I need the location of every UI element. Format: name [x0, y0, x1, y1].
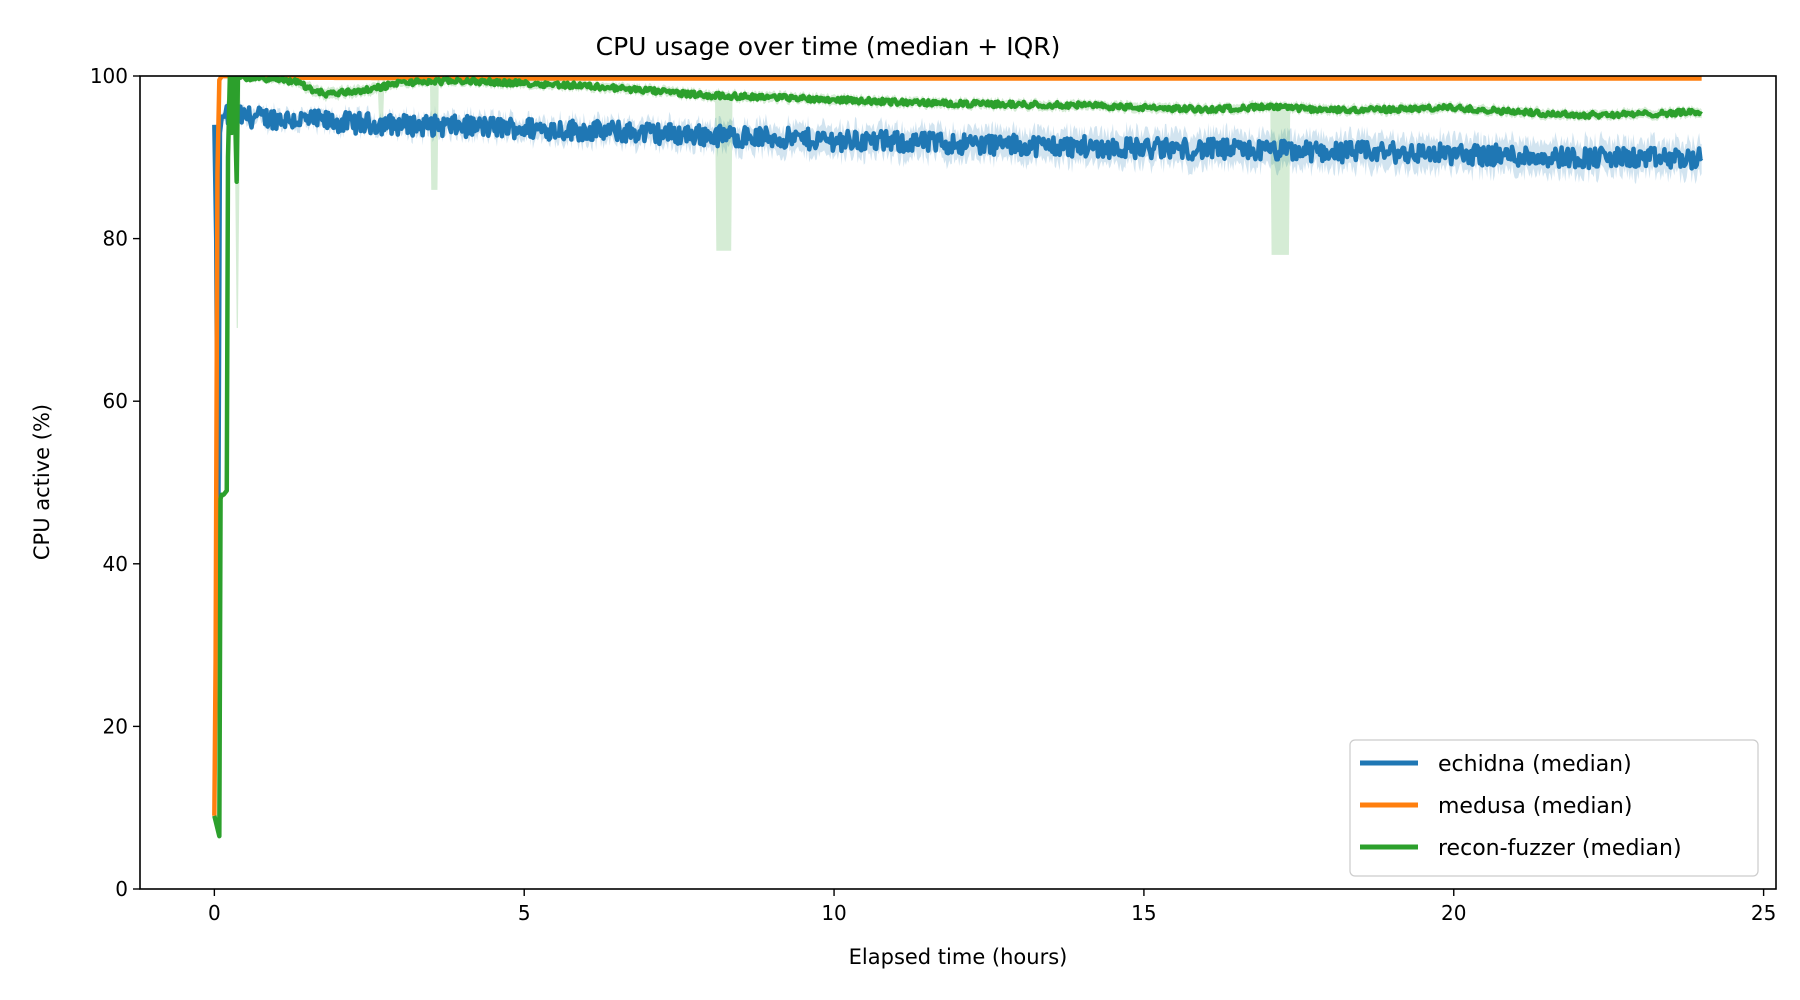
y-axis-label: CPU active (%) [30, 404, 54, 560]
y-tick-label: 40 [103, 552, 128, 576]
x-tick-label: 15 [1131, 901, 1156, 925]
y-tick-label: 60 [103, 389, 128, 413]
legend-label-echidna: echidna (median) [1438, 752, 1632, 777]
x-tick-label: 10 [821, 901, 846, 925]
x-tick-label: 0 [208, 901, 221, 925]
median-line-echidna [212, 103, 1704, 591]
plot-frame [139, 75, 1777, 890]
iqr-band-echidna [214, 99, 1702, 589]
x-tick-label: 5 [518, 901, 531, 925]
chart-title: CPU usage over time (median + IQR) [596, 32, 1061, 61]
median-lines [212, 76, 1704, 839]
y-tick-label: 80 [103, 227, 128, 251]
x-axis-label: Elapsed time (hours) [849, 945, 1068, 969]
x-tick-label: 25 [1751, 901, 1776, 925]
iqr-bands [214, 76, 1702, 837]
median-line-recon-fuzzer [212, 76, 1703, 839]
y-tick-label: 20 [103, 714, 128, 738]
y-axis: 0 20 40 60 80 100 [90, 64, 140, 901]
x-axis: 0 5 10 15 20 25 [208, 889, 1776, 925]
legend-label-medusa: medusa (median) [1438, 794, 1632, 819]
legend: echidna (median) medusa (median) recon-f… [1349, 739, 1759, 877]
legend-box [1349, 739, 1759, 877]
y-tick-label: 100 [90, 64, 128, 88]
y-tick-label: 0 [115, 877, 128, 901]
x-tick-label: 20 [1441, 901, 1466, 925]
plot-area [139, 75, 1777, 890]
legend-label-recon-fuzzer: recon-fuzzer (median) [1438, 836, 1682, 861]
